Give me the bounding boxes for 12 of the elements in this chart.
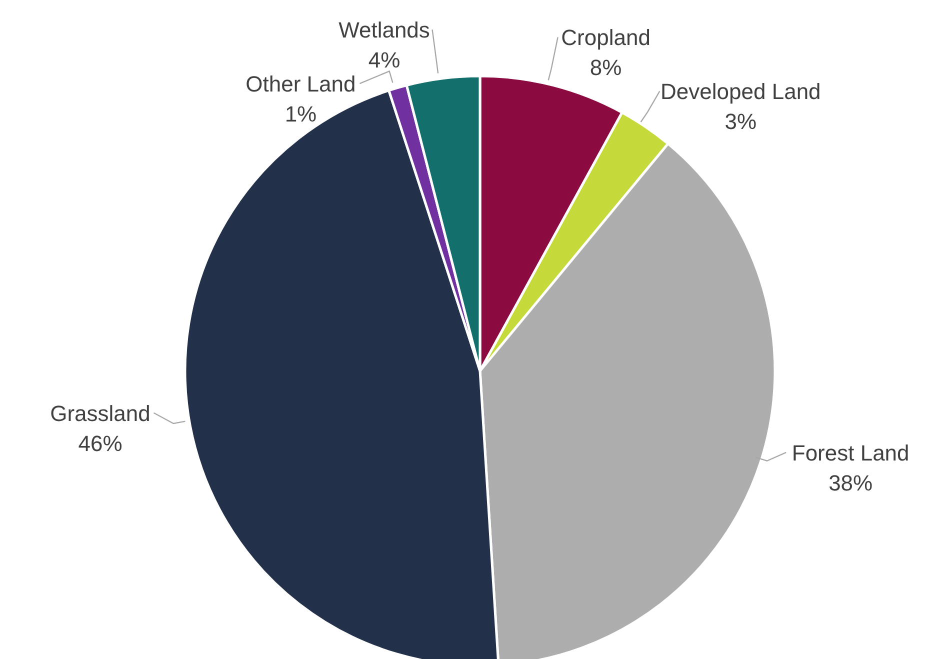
slice-label: Developed Land bbox=[660, 79, 821, 104]
data-label: 4% bbox=[368, 48, 400, 73]
data-label: 8% bbox=[590, 55, 622, 80]
slice-label: Other Land bbox=[246, 72, 356, 97]
data-label: 46% bbox=[78, 430, 122, 456]
slice-label: Cropland bbox=[561, 25, 650, 50]
data-label: 3% bbox=[724, 109, 757, 134]
data-label: 1% bbox=[284, 102, 317, 127]
slice-label: Wetlands bbox=[338, 18, 430, 43]
slice-label: Grassland bbox=[50, 400, 150, 426]
data-label: 38% bbox=[828, 470, 873, 496]
slice-label: Forest Land bbox=[792, 440, 910, 466]
